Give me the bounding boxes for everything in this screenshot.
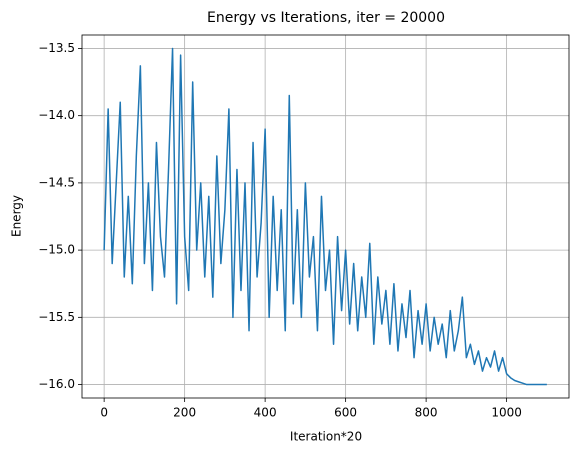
y-tick-label: −14.5 [38, 175, 75, 189]
y-tick-label: −15.5 [38, 310, 75, 324]
x-axis-label: Iteration*20 [290, 430, 362, 444]
x-tick-label: 1000 [491, 406, 522, 420]
x-tick-label: 0 [100, 406, 108, 420]
x-tick-label: 200 [173, 406, 196, 420]
data-line [103, 47, 547, 386]
x-tick-label: 600 [334, 406, 357, 420]
plot-frame [81, 34, 570, 399]
x-tick-label: 400 [254, 406, 277, 420]
y-tick-label: −15.0 [38, 243, 75, 257]
x-tick-label: 800 [415, 406, 438, 420]
y-tick-label: −14.0 [38, 108, 75, 122]
y-tick-label: −16.0 [38, 377, 75, 391]
y-axis-label: Energy [10, 195, 24, 237]
y-tick-label: −13.5 [38, 41, 75, 55]
chart-title: Energy vs Iterations, iter = 20000 [207, 10, 445, 26]
